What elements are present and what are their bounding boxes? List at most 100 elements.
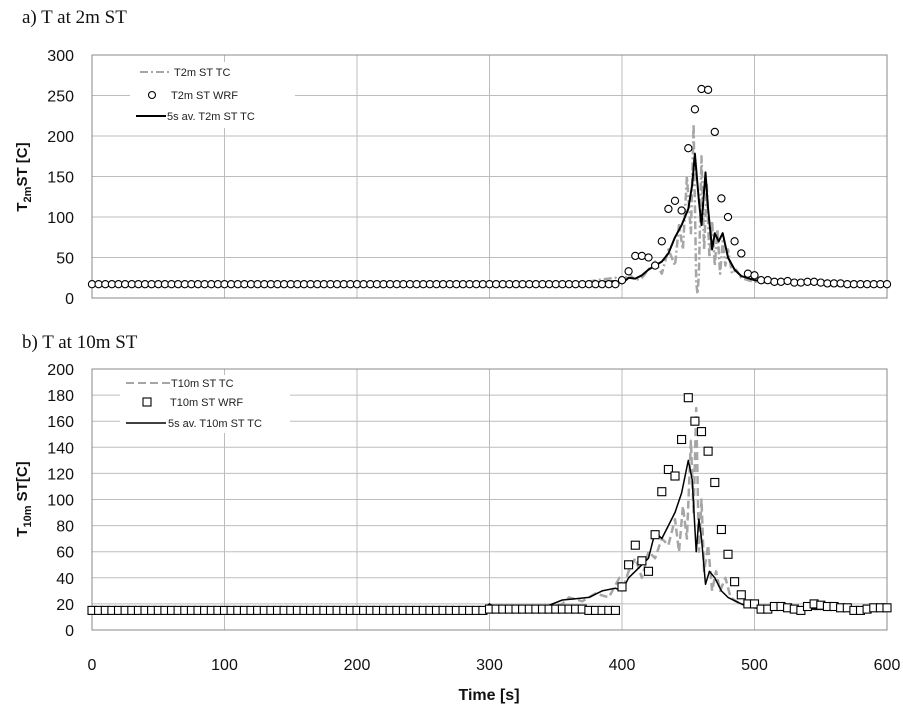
panel-a-wrf-point	[544, 280, 554, 289]
panel-a-wrf-point	[710, 127, 719, 137]
xtick-label: 300	[476, 657, 503, 674]
panel-a-ytick-label: 300	[47, 48, 74, 65]
panel-a-wrf-point	[836, 279, 845, 288]
panel-b-ylabel-main: T	[14, 528, 31, 537]
panel-b-wrf-point	[670, 471, 680, 481]
panel-b-ylabel-sub: 10m	[22, 505, 34, 527]
panel-b-wrf-point	[624, 560, 634, 570]
x-axis-ticks: 0 100 200 300 400 500 600	[88, 657, 901, 674]
panel-a-wrf-point	[730, 237, 739, 246]
panel-b-wrf-point	[650, 530, 660, 540]
panel-b-wrf-point	[696, 427, 707, 437]
panel-a-wrf-point	[657, 237, 666, 246]
panel-b-wrf-point	[736, 590, 746, 600]
legend-marker-t2m-wrf	[147, 90, 157, 100]
panel-a-wrf-point	[491, 280, 501, 289]
panel-b-wrf-point	[723, 549, 733, 559]
panel-a-wrf-point	[677, 206, 686, 215]
panel-a-wrf-point	[743, 269, 753, 278]
panel-a-y-ticks: 0 50 100 150 200 250 300	[47, 48, 74, 308]
panel-b-wrf-point	[882, 603, 892, 613]
panel-b-wrf-point	[710, 477, 720, 488]
panel-a-ylabel-main: T	[14, 202, 31, 211]
panel-a-wrf-point	[697, 84, 706, 94]
panel-b-ytick-label: 180	[47, 388, 74, 405]
panel-a-wrf-point	[750, 271, 759, 280]
panel-a-wrf-point	[332, 280, 342, 289]
panel-a-wrf-point	[703, 85, 713, 94]
panel-b-ytick-label: 40	[56, 571, 74, 588]
legend-label-t10m-tc: T10m ST TC	[171, 378, 234, 390]
panel-b-wrf-point	[749, 599, 760, 609]
panel-a-wrf-point	[465, 280, 474, 289]
panel-b-ytick-label: 100	[47, 493, 74, 510]
panel-a-wrf-point	[816, 278, 825, 287]
panel-b-ytick-label: 0	[65, 623, 74, 640]
x-axis-label: Time [s]	[458, 687, 519, 704]
panel-a-ytick-label: 150	[47, 170, 74, 187]
panel-a: a) T at 2m ST 0 50 100 150 200 250 300 T2mST […	[14, 7, 892, 308]
xtick-label: 200	[344, 657, 371, 674]
panel-b-ytick-label: 60	[56, 545, 74, 562]
panel-b-wrf-point	[663, 464, 673, 475]
panel-b-legend: T10m ST TC T10m ST WRF 5s av. T10m ST TC	[120, 375, 290, 433]
panel-a-wrf-point	[147, 280, 156, 289]
panel-b-wrf-point	[617, 582, 627, 592]
panel-a-ytick-label: 200	[47, 129, 74, 146]
panel-a-wrf-point	[637, 251, 647, 261]
panel-b-wrf-point	[637, 556, 647, 566]
panel-a-wrf-point	[650, 261, 660, 270]
panel-b-ytick-label: 160	[47, 414, 74, 431]
xtick-label: 400	[609, 657, 636, 674]
xtick-label: 600	[874, 657, 901, 674]
panel-a-wrf-point	[763, 276, 772, 285]
panel-a-plot-frame	[91, 54, 888, 299]
panel-a-wrf-point	[412, 280, 421, 289]
panel-a-ytick-label: 250	[47, 89, 74, 106]
panel-b-series-tc-line	[92, 406, 887, 612]
panel-a-wrf-point	[624, 267, 633, 276]
panel-b-ytick-label: 140	[47, 440, 74, 457]
legend-label-t2m-tc: T2m ST TC	[174, 67, 230, 79]
panel-a-ylabel: T2mST [C]	[14, 142, 34, 211]
panel-a-wrf-point	[783, 276, 792, 286]
panel-a-wrf-point	[120, 280, 130, 289]
panel-a-wrf-point	[737, 249, 746, 258]
xtick-label: 500	[741, 657, 768, 674]
panel-a-ytick-label: 100	[47, 210, 74, 227]
panel-a-wrf-point	[664, 204, 673, 214]
panel-b-wrf-point	[716, 524, 726, 535]
panel-b-title: b) T at 10m ST	[22, 332, 138, 353]
panel-a-wrf-point	[617, 276, 627, 285]
panel-b-wrf-point	[630, 540, 640, 550]
panel-a-wrf-point	[200, 280, 209, 289]
panel-a-legend: T2m ST TC T2m ST WRF 5s av. T2m ST TC	[130, 62, 295, 128]
panel-b-wrf-point	[690, 416, 700, 426]
panel-a-wrf-point	[173, 280, 183, 289]
panel-b-wrf-point	[703, 446, 713, 456]
panel-b-wrf-point	[610, 605, 620, 615]
panel-b-wrf-point	[657, 487, 667, 497]
panel-a-wrf-point	[611, 280, 620, 289]
panel-a-wrf-point	[796, 278, 806, 287]
panel-a-wrf-point	[226, 280, 236, 289]
panel-a-series	[87, 84, 892, 296]
panel-a-wrf-point	[776, 277, 786, 286]
legend-label-t10m-avg: 5s av. T10m ST TC	[168, 418, 262, 430]
panel-b-series	[87, 393, 892, 615]
panel-a-ytick-label: 0	[65, 291, 74, 308]
panel-a-wrf-point	[279, 280, 289, 289]
panel-b-wrf-point	[677, 434, 687, 445]
panel-a-wrf-point	[518, 280, 527, 289]
panel-b-wrf-point	[730, 577, 740, 587]
panel-a-ylabel-rest: ST [C]	[14, 142, 31, 186]
panel-b-ytick-label: 80	[56, 519, 74, 536]
panel-a-wrf-point	[94, 280, 103, 289]
panel-a-wrf-point	[684, 144, 693, 153]
panel-b: b) T at 10m ST 0 20 40 60 80 100 120 140 160 180 2…	[14, 332, 900, 674]
panel-a-wrf-point	[862, 280, 872, 289]
xtick-label: 0	[88, 657, 97, 674]
panel-a-wrf-point	[597, 280, 607, 289]
panel-b-ytick-label: 120	[47, 466, 74, 483]
panel-a-wrf-point	[756, 276, 766, 285]
